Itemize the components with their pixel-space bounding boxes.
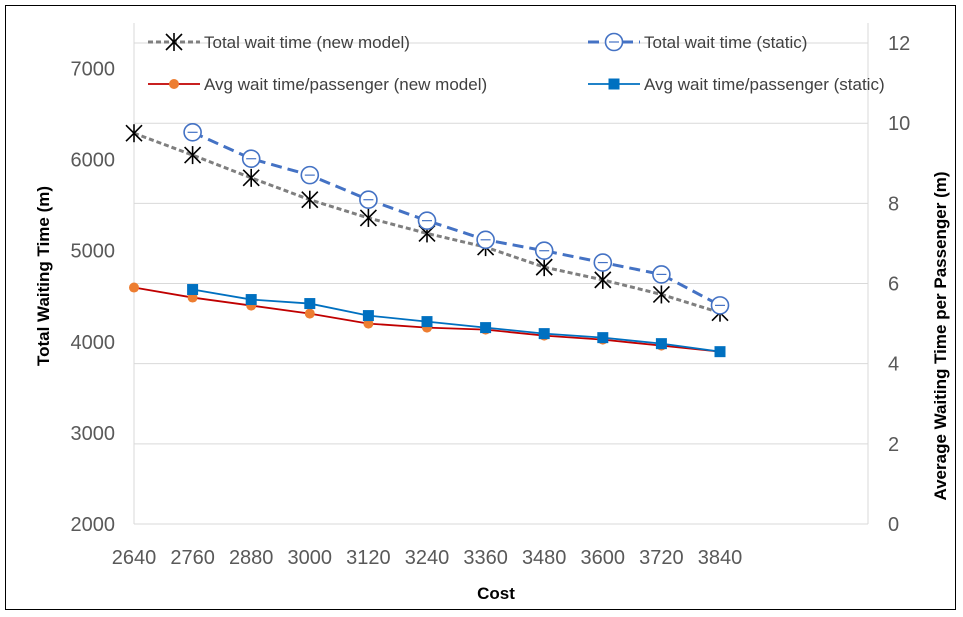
series-2	[183, 123, 730, 315]
data-point	[304, 308, 315, 319]
x-tick-label: 3840	[698, 547, 743, 569]
data-point	[480, 322, 492, 334]
x-tick-label: 3600	[581, 547, 626, 569]
legend-label: Avg wait time/passenger (static)	[644, 75, 885, 94]
data-point	[593, 253, 613, 272]
data-point	[535, 258, 553, 277]
data-point	[125, 124, 143, 143]
x-tick-label: 3000	[288, 547, 333, 569]
legend: Total wait time (new model) Total wait ti…	[148, 32, 885, 94]
data-point	[476, 230, 495, 250]
y-tick-label: 3000	[71, 423, 116, 445]
legend-label: Total wait time (new model)	[204, 33, 410, 52]
series-group	[125, 123, 730, 358]
data-point	[359, 208, 377, 227]
x-tick-label: 2880	[229, 547, 274, 569]
data-point	[655, 338, 667, 350]
y2-axis-title: Average Waiting Time per Passenger (m)	[931, 171, 950, 500]
data-point	[359, 190, 378, 210]
x-tick-label: 3720	[639, 547, 684, 569]
y2-tick-label: 8	[888, 193, 899, 215]
legend-label: Total wait time (static)	[644, 33, 807, 52]
line-chart: 2000 3000 4000 5000 6000 7000 0 2 4 6 8 10 12 2640 276…	[34, 23, 950, 603]
data-point	[417, 211, 437, 230]
y2-tick-label: 6	[888, 274, 899, 296]
y-tick-label: 4000	[71, 332, 116, 354]
legend-entry: Total wait time (static)	[588, 32, 807, 52]
data-point	[710, 296, 730, 315]
data-point	[363, 318, 374, 329]
legend-entry: Avg wait time/passenger (new model)	[148, 75, 487, 94]
data-point	[301, 190, 319, 209]
data-point	[183, 123, 202, 142]
x-tick-label: 3240	[405, 547, 450, 569]
series-line	[191, 130, 721, 307]
y-axis-title: Total Waiting Time (m)	[34, 186, 53, 366]
data-point	[534, 241, 554, 261]
data-point	[245, 294, 257, 306]
x-tick-label: 3120	[346, 547, 391, 569]
tick-labels: 2000 3000 4000 5000 6000 7000 0 2 4 6 8 10 12 2640 276…	[71, 33, 911, 569]
data-point	[538, 328, 550, 340]
data-point	[187, 292, 198, 303]
x-axis-title: Cost	[477, 584, 515, 603]
x-tick-label: 2640	[112, 547, 157, 569]
data-point	[241, 149, 261, 169]
series-line	[133, 131, 721, 315]
data-point	[714, 346, 726, 358]
data-point	[652, 285, 670, 304]
data-point	[184, 146, 202, 165]
axes	[133, 23, 869, 525]
data-point	[652, 265, 671, 284]
chart-frame: 2000 3000 4000 5000 6000 7000 0 2 4 6 8 10 12 2640 276…	[5, 5, 956, 610]
y2-tick-label: 10	[888, 113, 910, 135]
legend-swatch-marker	[604, 32, 624, 52]
data-point	[304, 298, 316, 310]
gridlines	[134, 42, 868, 445]
data-point	[242, 168, 260, 187]
data-point	[362, 310, 374, 322]
data-point	[300, 165, 320, 185]
series-1	[125, 124, 729, 322]
legend-swatch-marker	[165, 33, 183, 51]
legend-swatch-marker	[608, 78, 620, 90]
data-point	[187, 284, 199, 296]
y-tick-label: 5000	[71, 241, 116, 263]
x-tick-label: 2760	[170, 547, 215, 569]
legend-label: Avg wait time/passenger (new model)	[204, 75, 487, 94]
x-tick-label: 3360	[463, 547, 508, 569]
y-tick-label: 7000	[71, 59, 116, 81]
y2-tick-label: 4	[888, 354, 899, 376]
series-line	[192, 288, 721, 353]
data-point	[421, 316, 433, 328]
y2-tick-label: 2	[888, 434, 899, 456]
data-point	[594, 270, 612, 289]
data-point	[597, 332, 609, 344]
legend-entry: Avg wait time/passenger (static)	[588, 75, 885, 94]
legend-entry: Total wait time (new model)	[148, 33, 410, 52]
series-4	[187, 284, 726, 358]
x-tick-label: 3480	[522, 547, 567, 569]
legend-swatch-marker	[169, 79, 179, 89]
y-tick-label: 2000	[71, 514, 116, 536]
y2-tick-label: 0	[888, 514, 899, 536]
data-point	[129, 282, 139, 293]
y2-tick-label: 12	[888, 33, 910, 55]
y-tick-label: 6000	[71, 150, 116, 172]
